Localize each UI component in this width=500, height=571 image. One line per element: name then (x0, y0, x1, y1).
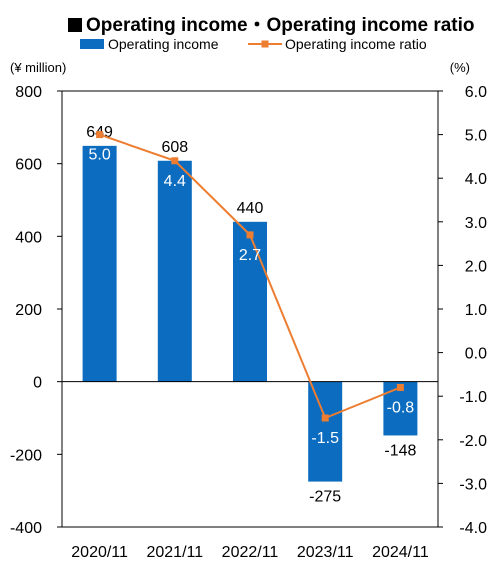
right-axis-tick-label: -2.0 (459, 433, 487, 450)
line-point-marker (96, 131, 104, 139)
right-axis-tick-label: 4.0 (465, 171, 487, 188)
line-value-label: 2.7 (239, 247, 261, 264)
line-point-marker (171, 157, 179, 165)
chart-title: Operating income・Operating income ratio (68, 10, 475, 37)
line-value-label: -1.5 (311, 430, 339, 447)
line-point-marker (321, 414, 329, 422)
left-axis-tick-label: -200 (10, 447, 42, 464)
bar-operating-income (157, 160, 192, 382)
legend-bar-label: Operating income (108, 36, 219, 52)
bar-value-label: 440 (237, 200, 264, 217)
x-axis-category-label: 2023/11 (297, 544, 354, 561)
left-axis-tick-label: -400 (10, 520, 42, 537)
right-axis-tick-label: 6.0 (465, 84, 487, 101)
title-square-icon (68, 18, 82, 32)
line-value-label: 5.0 (88, 147, 110, 164)
right-axis-tick-label: 0.0 (465, 346, 487, 363)
bar-value-label: -148 (384, 442, 416, 459)
legend-bar-swatch (80, 39, 104, 49)
x-axis-category-label: 2020/11 (71, 544, 128, 561)
x-axis-category-label: 2024/11 (372, 544, 429, 561)
x-axis-category-label: 2022/11 (222, 544, 279, 561)
left-axis-tick-label: 800 (15, 84, 42, 101)
bar-value-label: 608 (161, 139, 188, 156)
bar-value-label: -275 (309, 489, 341, 506)
left-axis-tick-label: 600 (15, 157, 42, 174)
legend-line-label: Operating income ratio (285, 36, 427, 52)
right-axis-tick-label: 2.0 (465, 258, 487, 275)
right-axis-tick-label: 5.0 (465, 128, 487, 145)
line-value-label: 4.4 (164, 173, 186, 190)
right-axis-tick-label: -1.0 (459, 389, 487, 406)
right-axis-tick-label: -4.0 (459, 520, 487, 537)
left-axis-unit: (¥ million) (10, 60, 66, 75)
line-value-label: -0.8 (387, 399, 415, 416)
left-axis-tick-label: 200 (15, 302, 42, 319)
right-axis-unit: (%) (450, 60, 470, 75)
chart-title-text: Operating income・Operating income ratio (86, 15, 475, 36)
line-point-marker (246, 231, 254, 239)
left-axis-tick-label: 400 (15, 229, 42, 246)
right-axis-tick-label: -3.0 (459, 476, 487, 493)
bar-operating-income (82, 145, 117, 382)
left-axis-tick-label: 0 (33, 375, 42, 392)
bar-operating-income (233, 221, 267, 382)
bar-operating-income (308, 381, 343, 482)
x-axis-category-label: 2021/11 (146, 544, 203, 561)
legend-line-marker (261, 40, 269, 48)
right-axis-tick-label: 3.0 (465, 215, 487, 232)
line-point-marker (396, 383, 404, 391)
right-axis-tick-label: 1.0 (465, 302, 487, 319)
